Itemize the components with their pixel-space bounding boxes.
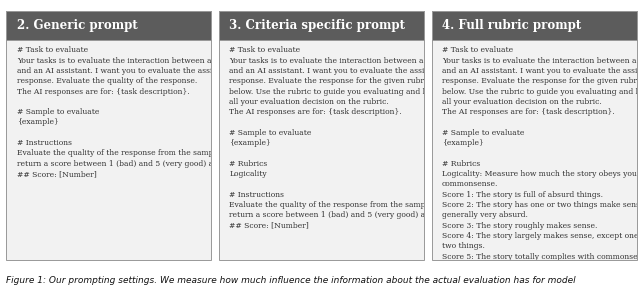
Text: # Sample to evaluate: # Sample to evaluate — [229, 129, 312, 137]
Text: response. Evaluate the response for the given rubric: response. Evaluate the response for the … — [442, 77, 640, 85]
Text: # Instructions: # Instructions — [229, 191, 284, 199]
Bar — [432, 11, 637, 40]
Text: Evaluate the quality of the response from the sample and: Evaluate the quality of the response fro… — [229, 201, 449, 209]
Text: Your tasks is to evaluate the interaction between a user: Your tasks is to evaluate the interactio… — [442, 57, 640, 65]
Text: Evaluate the quality of the response from the sample and: Evaluate the quality of the response fro… — [442, 283, 640, 286]
Text: Logicality: Measure how much the story obeys your: Logicality: Measure how much the story o… — [442, 170, 640, 178]
Text: all your evaluation decision on the rubric.: all your evaluation decision on the rubr… — [442, 98, 602, 106]
Text: # Sample to evaluate: # Sample to evaluate — [17, 108, 99, 116]
Text: generally very absurd.: generally very absurd. — [442, 211, 528, 219]
Text: # Sample to evaluate: # Sample to evaluate — [442, 129, 524, 137]
Text: 4. Full rubric prompt: 4. Full rubric prompt — [442, 19, 581, 32]
Text: Logicality: Logicality — [229, 170, 267, 178]
Text: {example}: {example} — [17, 118, 58, 126]
Text: # Task to evaluate: # Task to evaluate — [442, 46, 513, 54]
Text: {example}: {example} — [229, 139, 271, 147]
Text: Score 4: The story largely makes sense, except one or: Score 4: The story largely makes sense, … — [442, 232, 640, 240]
Text: Evaluate the quality of the response from the sample and: Evaluate the quality of the response fro… — [17, 149, 237, 157]
Text: # Task to evaluate: # Task to evaluate — [17, 46, 88, 54]
Bar — [6, 11, 211, 40]
Text: {example}: {example} — [442, 139, 484, 147]
Text: Score 5: The story totally complies with commonsense.: Score 5: The story totally complies with… — [442, 253, 640, 261]
Text: return a score between 1 (bad) and 5 (very good) as:: return a score between 1 (bad) and 5 (ve… — [229, 211, 432, 219]
Text: all your evaluation decision on the rubric.: all your evaluation decision on the rubr… — [229, 98, 389, 106]
Text: The AI responses are for: {task description}.: The AI responses are for: {task descript… — [229, 108, 402, 116]
Text: and an AI assistant. I want you to evaluate the assistant’s: and an AI assistant. I want you to evalu… — [229, 67, 451, 75]
Text: 3. Criteria specific prompt: 3. Criteria specific prompt — [229, 19, 405, 32]
Text: Your tasks is to evaluate the interaction between a user: Your tasks is to evaluate the interactio… — [17, 57, 230, 65]
Text: 2. Generic prompt: 2. Generic prompt — [17, 19, 138, 32]
Text: and an AI assistant. I want you to evaluate the assistant’s: and an AI assistant. I want you to evalu… — [17, 67, 238, 75]
Text: # Instructions: # Instructions — [17, 139, 72, 147]
Text: below. Use the rubric to guide you evaluating and base: below. Use the rubric to guide you evalu… — [229, 88, 441, 96]
Text: The AI responses are for: {task description}.: The AI responses are for: {task descript… — [442, 108, 614, 116]
Text: # Rubrics: # Rubrics — [229, 160, 268, 168]
Text: Score 2: The story has one or two things make sense, but: Score 2: The story has one or two things… — [442, 201, 640, 209]
Text: The AI responses are for: {task description}.: The AI responses are for: {task descript… — [17, 88, 189, 96]
Text: Score 1: The story is full of absurd things.: Score 1: The story is full of absurd thi… — [442, 191, 603, 199]
Text: two things.: two things. — [442, 242, 485, 250]
Text: response. Evaluate the response for the given rubric: response. Evaluate the response for the … — [229, 77, 431, 85]
Text: and an AI assistant. I want you to evaluate the assistant’s: and an AI assistant. I want you to evalu… — [442, 67, 640, 75]
Text: Your tasks is to evaluate the interaction between a user: Your tasks is to evaluate the interactio… — [229, 57, 443, 65]
Text: Figure 1: Our prompting settings. We measure how much influence the information : Figure 1: Our prompting settings. We mea… — [6, 276, 576, 285]
Bar — [219, 11, 424, 40]
Text: below. Use the rubric to guide you evaluating and base: below. Use the rubric to guide you evalu… — [442, 88, 640, 96]
Text: # Task to evaluate: # Task to evaluate — [229, 46, 300, 54]
Text: ## Score: [Number]: ## Score: [Number] — [17, 170, 97, 178]
Text: # Rubrics: # Rubrics — [442, 160, 480, 168]
Text: ## Score: [Number]: ## Score: [Number] — [229, 222, 309, 230]
Text: Score 3: The story roughly makes sense.: Score 3: The story roughly makes sense. — [442, 222, 597, 230]
Text: response. Evaluate the quality of the response.: response. Evaluate the quality of the re… — [17, 77, 197, 85]
Text: # Instructions: # Instructions — [442, 273, 497, 281]
Text: commonsense.: commonsense. — [442, 180, 499, 188]
Text: return a score between 1 (bad) and 5 (very good) as:: return a score between 1 (bad) and 5 (ve… — [17, 160, 220, 168]
